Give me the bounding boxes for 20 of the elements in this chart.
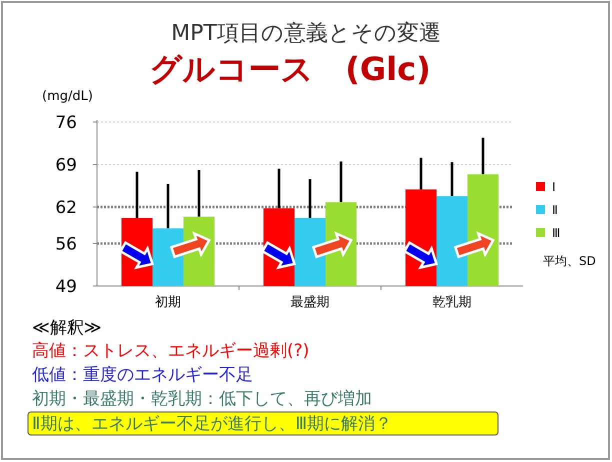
y-tick-label: 62 <box>55 198 77 218</box>
chart-subtitle: グルコース (Glc) <box>149 50 431 88</box>
text: 高値：ストレス、エネルギー過剰(?) <box>32 341 310 361</box>
text: 平均、SD <box>543 254 596 268</box>
y-tick-label: 56 <box>55 234 77 254</box>
text: 低値：重度のエネルギー不足 <box>32 365 253 385</box>
y-tick-label: 76 <box>55 113 77 133</box>
legend-label: Ⅱ <box>552 203 558 217</box>
y-tick-label: 69 <box>55 156 77 176</box>
y-tick-label: 49 <box>55 277 77 297</box>
x-tick-label: 最盛期 <box>290 295 330 310</box>
chart-title: MPT項目の意義とその変遷 <box>171 21 441 46</box>
text: 初期・最盛期・乾乳期：低下して、再び増加 <box>32 389 372 409</box>
text: ≪解釈≫ <box>32 318 102 338</box>
x-tick-label: 乾乳期 <box>432 295 472 310</box>
legend-label: Ⅲ <box>552 226 560 240</box>
legend-label: Ⅰ <box>552 180 556 194</box>
x-tick-label: 初期 <box>155 295 181 310</box>
y-axis-title: (mg/dL) <box>42 89 93 104</box>
text: Ⅱ期は、エネルギー不足が進行し、Ⅲ期に解消？ <box>32 414 392 434</box>
